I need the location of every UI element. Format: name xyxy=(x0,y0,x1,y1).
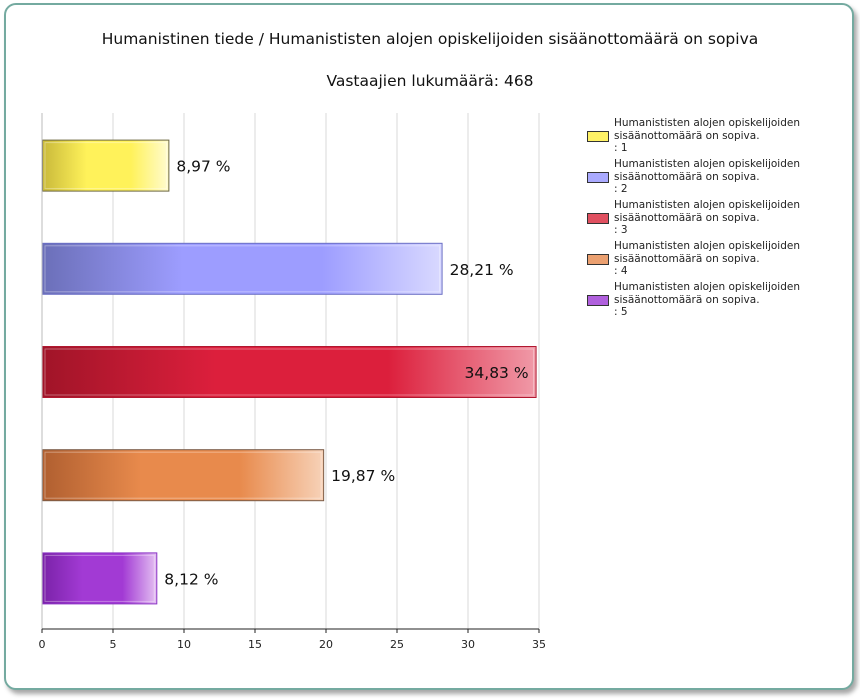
bar-value-label: 34,83 % xyxy=(465,364,529,382)
chart-title: Humanistinen tiede / Humanististen aloje… xyxy=(101,30,759,48)
bar-4 xyxy=(42,449,325,502)
legend-item-4: Humanististen alojen opiskelijoiden sisä… xyxy=(587,240,837,281)
chart-subtitle: Vastaajien lukumäärä: 468 xyxy=(326,72,534,90)
legend-label: Humanististen alojen opiskelijoiden sisä… xyxy=(614,199,800,236)
legend: Humanististen alojen opiskelijoiden sisä… xyxy=(587,117,837,322)
bar-3 xyxy=(42,346,537,398)
x-axis: 0 5 10 15 20 25 30 35 xyxy=(39,113,546,651)
bar-value-label: 28,21 % xyxy=(450,261,514,279)
legend-swatch xyxy=(587,213,609,224)
bar-inner-highlight xyxy=(44,451,322,499)
legend-item-2: Humanististen alojen opiskelijoiden sisä… xyxy=(587,158,837,199)
legend-label: Humanististen alojen opiskelijoiden sisä… xyxy=(614,158,800,195)
x-tick-label: 10 xyxy=(177,638,191,651)
x-tick-label: 30 xyxy=(461,638,475,651)
legend-swatch xyxy=(587,131,609,142)
legend-item-5: Humanististen alojen opiskelijoiden sisä… xyxy=(587,281,837,322)
bar-2 xyxy=(42,242,443,295)
x-tick-label: 15 xyxy=(248,638,262,651)
bar-value-label: 19,87 % xyxy=(331,467,395,485)
legend-label: Humanististen alojen opiskelijoiden sisä… xyxy=(614,281,800,318)
bar-inner-highlight xyxy=(44,348,535,396)
legend-swatch xyxy=(587,295,609,306)
legend-swatch xyxy=(587,172,609,183)
x-tick-label: 35 xyxy=(532,638,546,651)
x-tick-label: 0 xyxy=(39,638,46,651)
legend-swatch xyxy=(587,254,609,265)
legend-item-3: Humanististen alojen opiskelijoiden sisä… xyxy=(587,199,837,240)
x-tick-label: 25 xyxy=(390,638,404,651)
legend-label: Humanististen alojen opiskelijoiden sisä… xyxy=(614,240,800,277)
bar-inner-highlight xyxy=(44,245,441,293)
x-tick-label: 5 xyxy=(110,638,117,651)
bar-inner-highlight xyxy=(44,554,155,602)
bar-1 xyxy=(42,139,170,192)
bar-value-label: 8,97 % xyxy=(176,158,230,176)
bars: 8,97 % 28,21 % 34,83 % 19,87 % 8,12 % xyxy=(42,139,537,605)
bar-value-label: 8,12 % xyxy=(164,570,218,588)
x-tick-label: 20 xyxy=(319,638,333,651)
bar-5 xyxy=(42,552,158,605)
bar-inner-highlight xyxy=(44,142,167,190)
legend-item-1: Humanististen alojen opiskelijoiden sisä… xyxy=(587,117,837,158)
legend-label: Humanististen alojen opiskelijoiden sisä… xyxy=(614,117,800,154)
